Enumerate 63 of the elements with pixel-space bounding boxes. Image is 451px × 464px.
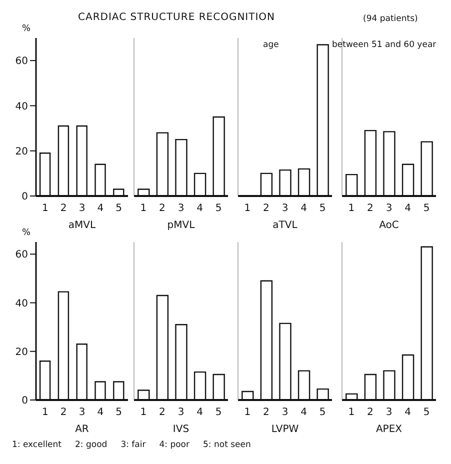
- text: CARDIAC STRUCTURE RECOGNITION: [78, 12, 276, 23]
- y-tick-label: 0: [22, 396, 28, 407]
- x-tick-label: 4: [300, 407, 307, 418]
- x-tick-label: 2: [60, 203, 67, 214]
- x-tick-label: 5: [116, 203, 122, 214]
- text: (94 patients): [363, 14, 418, 24]
- x-tick-label: 3: [386, 407, 392, 418]
- text: 1: excellent 2: good 3: fair 4: poor 5: not seen: [12, 440, 251, 450]
- x-tick-label: 4: [97, 407, 104, 418]
- y-tick-label: 40: [15, 298, 28, 310]
- x-tick-label: 3: [282, 203, 288, 214]
- x-tick-label: 1: [348, 203, 355, 214]
- x-tick-label: 5: [215, 407, 222, 418]
- x-tick-label: 1: [140, 407, 147, 418]
- y-tick-label: 40: [15, 101, 28, 112]
- x-tick-label: 1: [42, 407, 48, 418]
- x-tick-label: 3: [178, 203, 184, 214]
- x-axis-title: IVS: [172, 424, 190, 435]
- x-tick-label: 2: [60, 407, 67, 418]
- x-tick-label: 4: [97, 203, 104, 214]
- x-tick-label: 3: [78, 407, 86, 418]
- x-tick-label: 1: [140, 203, 147, 214]
- y-axis-title: %: [22, 228, 31, 238]
- x-tick-label: 4: [196, 203, 203, 214]
- x-tick-label: 5: [215, 203, 222, 214]
- x-tick-label: 1: [42, 203, 48, 214]
- y-axis-title: %: [22, 24, 31, 34]
- x-axis-title: AoC: [379, 220, 399, 231]
- x-tick-label: 3: [282, 407, 288, 418]
- x-axis-title: aTVL: [272, 220, 298, 231]
- x-tick-label: 4: [300, 203, 307, 214]
- annotation: between 51 and 60 year: [332, 40, 436, 50]
- x-tick-label: 3: [78, 203, 86, 214]
- y-tick-label: 20: [15, 346, 28, 358]
- x-tick-label: 5: [319, 407, 326, 418]
- x-tick-label: 4: [196, 407, 203, 418]
- x-tick-label: 5: [319, 203, 326, 214]
- x-axis-title: aMVL: [68, 220, 96, 231]
- x-tick-label: 1: [348, 407, 355, 418]
- x-tick-label: 2: [367, 203, 374, 214]
- x-tick-label: 3: [386, 203, 392, 214]
- y-tick-label: 0: [22, 192, 28, 203]
- x-tick-label: 5: [116, 407, 122, 418]
- x-tick-label: 2: [159, 407, 166, 418]
- x-tick-label: 1: [244, 407, 251, 418]
- x-axis-title: pMVL: [167, 220, 196, 231]
- y-tick-label: 20: [15, 146, 28, 158]
- x-tick-label: 2: [263, 203, 270, 214]
- x-tick-label: 3: [178, 407, 184, 418]
- y-tick-label: 60: [15, 250, 28, 261]
- x-tick-label: 2: [263, 407, 270, 418]
- x-tick-label: 1: [244, 203, 251, 214]
- x-tick-label: 4: [404, 407, 411, 418]
- x-tick-label: 2: [367, 407, 374, 418]
- x-axis-title: LVPW: [271, 424, 299, 435]
- x-axis-title: AR: [75, 424, 89, 435]
- x-tick-label: 2: [159, 203, 166, 214]
- x-tick-label: 5: [423, 407, 430, 418]
- x-tick-label: 4: [404, 203, 411, 214]
- x-axis-title: APEX: [376, 424, 402, 435]
- annotation: age: [263, 40, 279, 50]
- y-tick-label: 60: [15, 56, 28, 68]
- x-tick-label: 5: [423, 203, 430, 214]
